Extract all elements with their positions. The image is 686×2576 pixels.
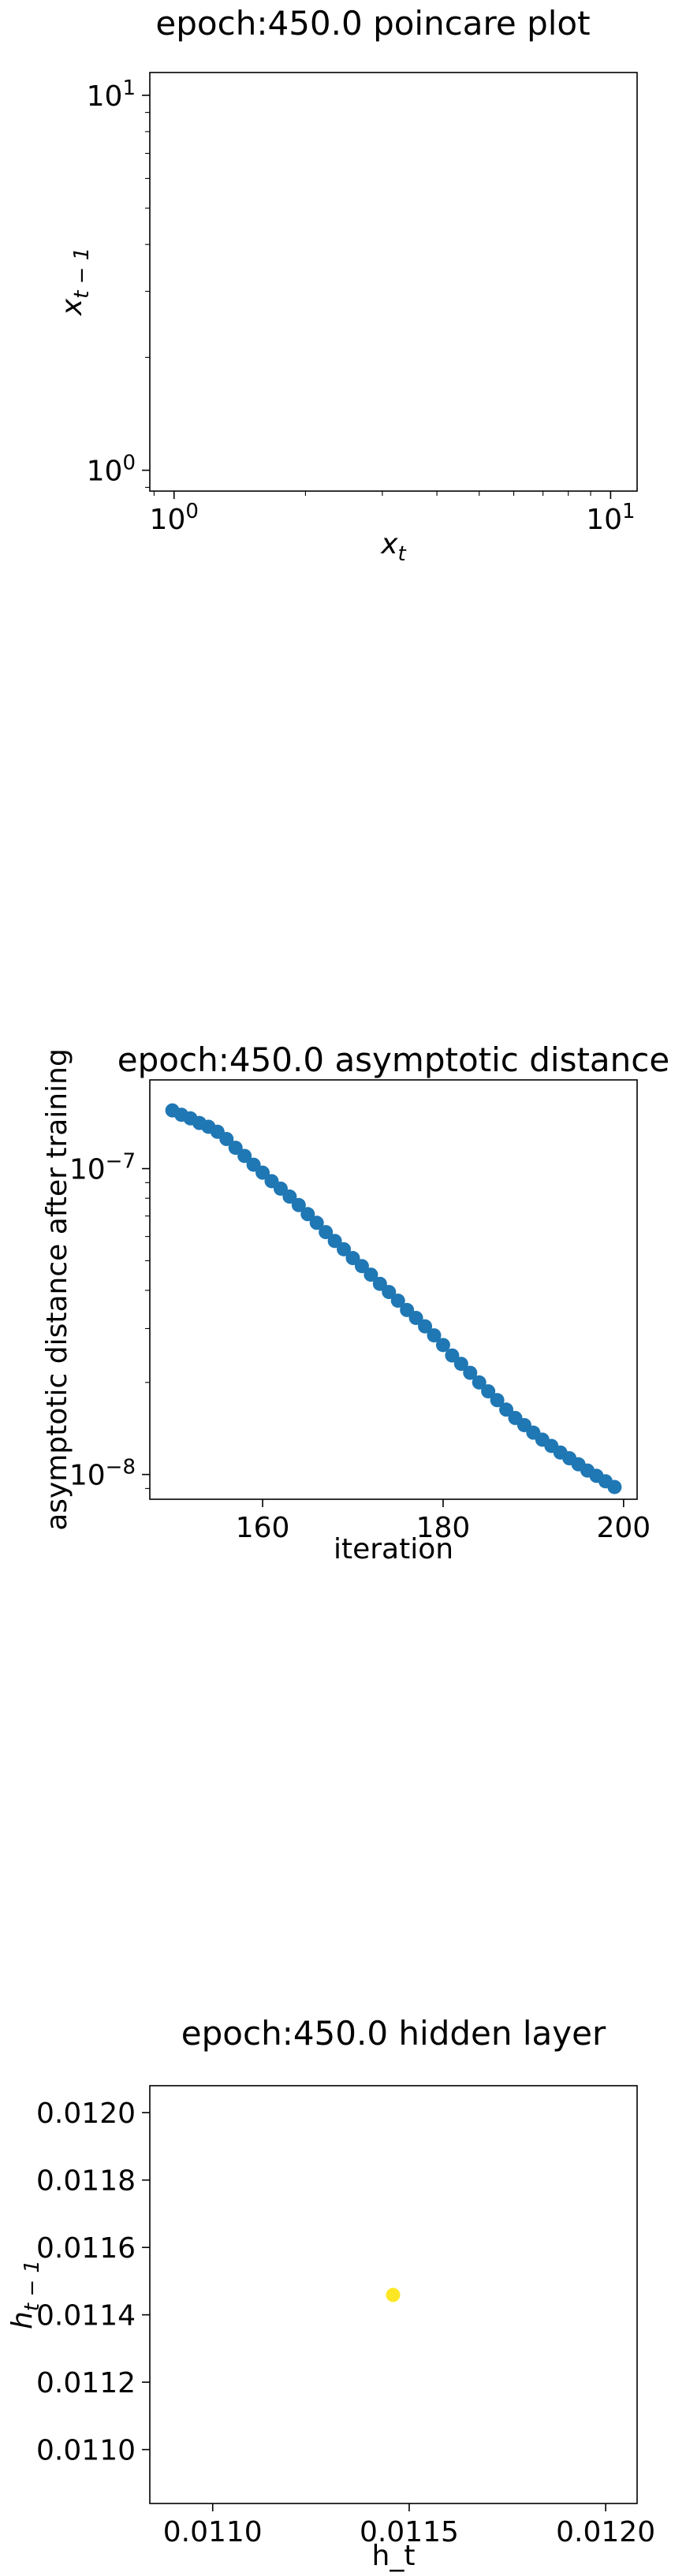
asymptotic-distance-point	[435, 1338, 450, 1353]
asymptotic-distance-point	[255, 1165, 270, 1180]
asymptotic-distance-point	[354, 1259, 369, 1274]
asymptotic-distance-point	[237, 1148, 252, 1163]
poincare-plot-ticks: 100 101 100 101	[87, 76, 636, 536]
asymptotic-distance-point	[490, 1393, 505, 1408]
poincare-plot-xtick-label: 100	[150, 500, 199, 536]
asymptotic-distance-point	[219, 1131, 234, 1146]
hidden-layer-xtick-label: 0.0115	[360, 2516, 459, 2548]
hidden-layer-ytick-label: 0.0116	[36, 2232, 136, 2265]
asymptotic-distance-point	[463, 1365, 478, 1380]
poincare-plot-ylabel: xt − 1	[56, 248, 94, 316]
asymptotic-distance-panel: epoch:450.0 asymptotic distance 160 180 20…	[41, 1040, 669, 1565]
asymptotic-distance-point	[408, 1310, 423, 1325]
poincare-plot-ytick-label: 101	[87, 76, 136, 113]
asymptotic-distance-point	[445, 1348, 460, 1363]
asymptotic-distance-points	[165, 1103, 622, 1495]
asymptotic-distance-point	[309, 1215, 324, 1230]
asymptotic-distance-xtick-label: 160	[236, 1512, 290, 1544]
poincare-plot-xtick-label: 101	[586, 500, 635, 536]
asymptotic-distance-point	[364, 1268, 378, 1282]
asymptotic-distance-point	[300, 1207, 315, 1222]
poincare-plot-frame	[149, 72, 638, 492]
poincare-plot-title: epoch:450.0 poincare plot	[155, 4, 590, 43]
hidden-layer-xlabel: h_t	[372, 2540, 416, 2572]
asymptotic-distance-point	[282, 1189, 297, 1204]
asymptotic-distance-ylabel: asymptotic distance after training	[41, 1048, 73, 1531]
asymptotic-distance-xlabel: iteration	[334, 1533, 453, 1565]
hidden-layer-ticks: 0.0110 0.0115 0.0120 0.0110 0.0112 0.0114 0.01…	[36, 2098, 655, 2548]
hidden-layer-ytick-label: 0.0120	[36, 2098, 136, 2130]
asymptotic-distance-point	[372, 1276, 387, 1291]
asymptotic-distance-point	[319, 1225, 334, 1240]
asymptotic-distance-title: epoch:450.0 asymptotic distance	[117, 1040, 669, 1079]
asymptotic-distance-point	[382, 1285, 397, 1300]
hidden-layer-ytick-label: 0.0114	[36, 2300, 136, 2332]
hidden-layer-ylabel: ht − 1	[6, 2260, 44, 2329]
asymptotic-distance-point	[390, 1294, 405, 1308]
asymptotic-distance-frame	[149, 1079, 638, 1500]
asymptotic-distance-point	[418, 1319, 433, 1334]
hidden-layer-xtick-label: 0.0120	[556, 2516, 655, 2548]
asymptotic-distance-point	[481, 1384, 496, 1399]
hidden-layer-panel: epoch:450.0 hidden layer 0.0110 0.0115 0.0…	[6, 2014, 655, 2572]
asymptotic-distance-point	[228, 1141, 243, 1156]
hidden-layer-title: epoch:450.0 hidden layer	[181, 2014, 606, 2053]
hidden-layer-ytick-label: 0.0110	[36, 2435, 136, 2467]
hidden-layer-ytick-label: 0.0118	[36, 2165, 136, 2198]
hidden-layer-frame	[149, 2085, 638, 2504]
asymptotic-distance-ticks: 160 180 200 10−7 10−8	[69, 1150, 651, 1544]
asymptotic-distance-ytick-label: 10−7	[69, 1150, 136, 1186]
asymptotic-distance-point	[499, 1402, 514, 1417]
asymptotic-distance-point	[291, 1197, 306, 1212]
hidden-layer-point	[386, 2288, 401, 2302]
asymptotic-distance-point	[607, 1480, 622, 1495]
asymptotic-distance-ytick-label: 10−8	[69, 1456, 136, 1492]
asymptotic-distance-point	[453, 1357, 468, 1372]
poincare-plot-xlabel: xt	[380, 528, 406, 566]
asymptotic-distance-xtick-label: 180	[416, 1512, 471, 1544]
asymptotic-distance-xtick-label: 200	[596, 1512, 651, 1544]
hidden-layer-ytick-label: 0.0112	[36, 2367, 136, 2399]
asymptotic-distance-point	[472, 1375, 487, 1390]
asymptotic-distance-point	[427, 1328, 442, 1343]
asymptotic-distance-point	[337, 1241, 352, 1256]
poincare-plot-panel: epoch:450.0 poincare plot 100 101 100 101 x…	[56, 4, 638, 566]
hidden-layer-xtick-label: 0.0110	[163, 2516, 263, 2548]
asymptotic-distance-point	[327, 1234, 342, 1249]
hidden-layer-points	[386, 2288, 401, 2302]
poincare-plot-ytick-label: 100	[87, 452, 136, 488]
